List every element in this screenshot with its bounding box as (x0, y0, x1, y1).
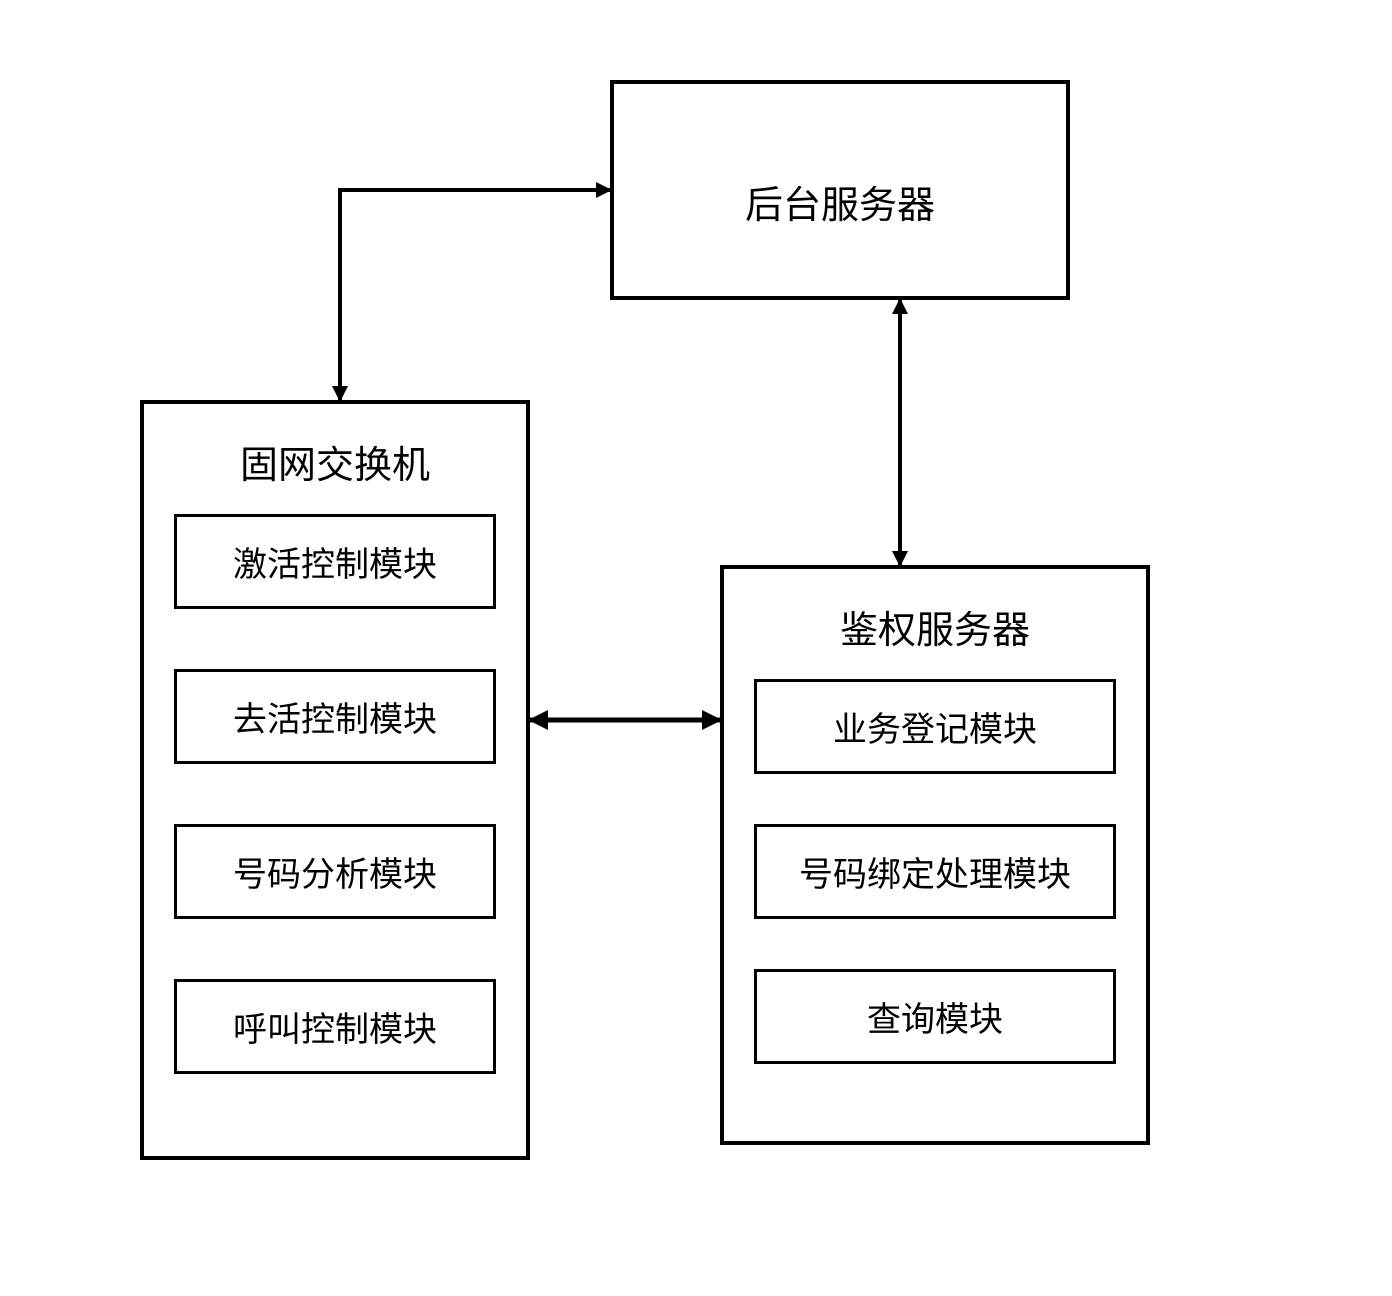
connector-arrow (340, 190, 610, 400)
system-diagram: 后台服务器 固网交换机 激活控制模块去活控制模块号码分析模块呼叫控制模块 鉴权服… (0, 0, 1392, 1296)
connectors-layer (0, 0, 1392, 1296)
